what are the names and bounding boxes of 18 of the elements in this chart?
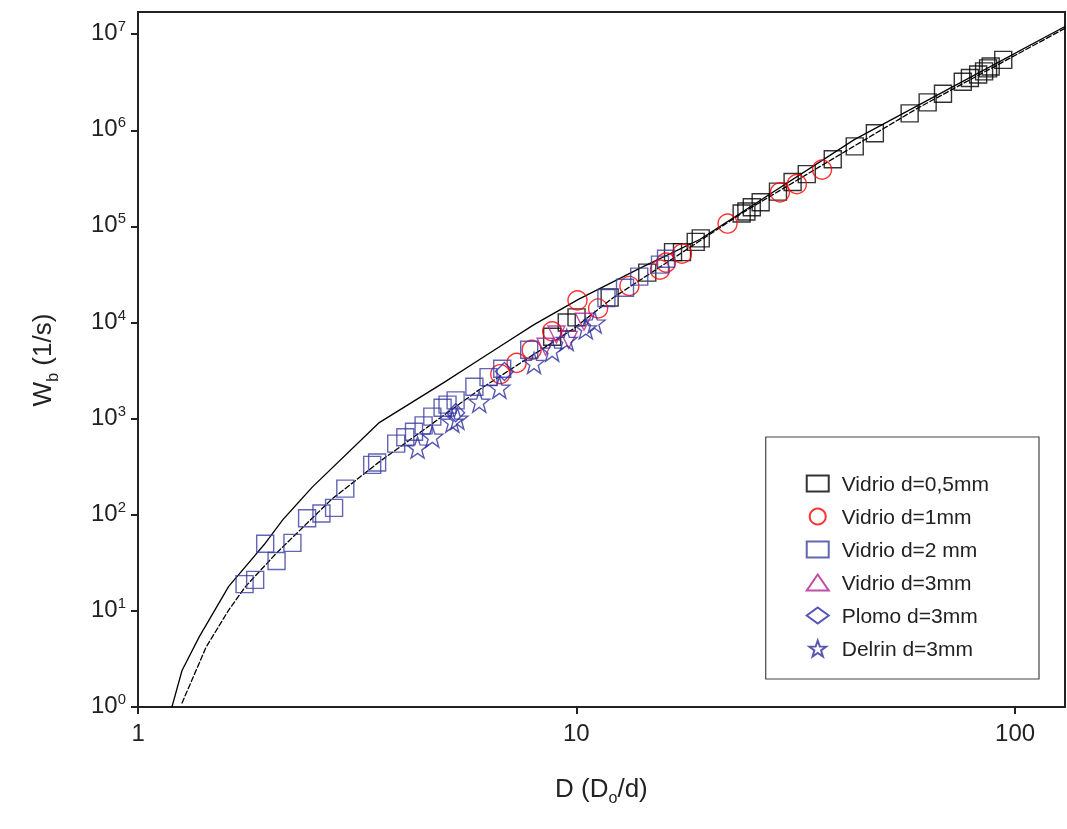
- legend-label: Vidrio d=0,5mm: [841, 472, 990, 495]
- y-tick-label: 10$^{7}$: [91, 18, 126, 46]
- y-tick-label: 10$^{0}$: [91, 691, 126, 718]
- y-tick-label: 10$^{2}$: [91, 498, 126, 526]
- legend-label: Delrin d=3mm: [841, 637, 974, 660]
- y-tick-label: 10$^{4}$: [91, 306, 126, 334]
- legend-label: Plomo d=3mm: [841, 604, 978, 627]
- x-tick-label: 100: [995, 719, 1036, 746]
- x-tick-label: 1: [131, 719, 145, 746]
- y-tick-label: 10$^{6}$: [91, 114, 126, 142]
- legend-label: Vidrio d=1mm: [841, 505, 972, 528]
- legend-label: Vidrio d=3mm: [841, 571, 972, 594]
- y-tick-label: 10$^{1}$: [91, 594, 126, 622]
- y-tick-label: 10$^{5}$: [91, 210, 126, 238]
- x-axis-title: D (D$_{o}$/d): [555, 773, 648, 807]
- x-tick-label: 10: [563, 719, 590, 746]
- legend-label: Vidrio d=2 mm: [841, 538, 978, 561]
- y-tick-label: 10$^{3}$: [91, 402, 126, 430]
